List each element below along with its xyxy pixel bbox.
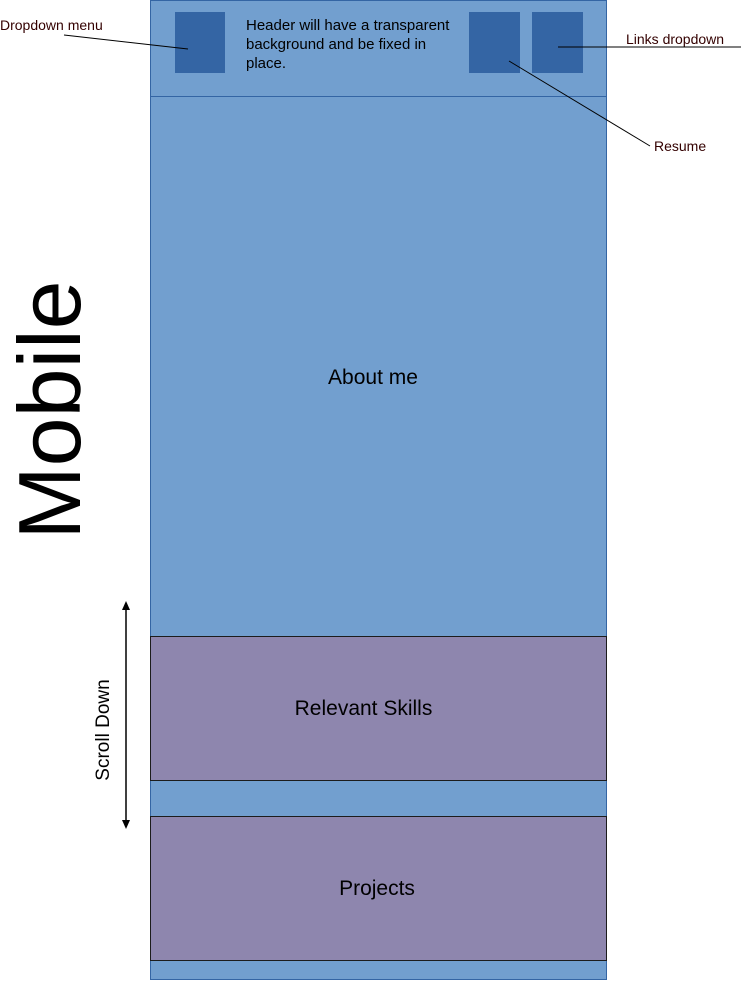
projects-section: Projects — [150, 816, 607, 961]
links-dropdown-placeholder — [532, 12, 583, 73]
header-note: Header will have a transparent backgroun… — [246, 17, 450, 72]
dropdown-menu-placeholder — [175, 12, 225, 73]
callout-links-dropdown: Links dropdown — [626, 31, 725, 47]
callout-line-dropdown — [63, 34, 189, 50]
header-bar — [150, 0, 607, 97]
projects-label: Projects — [339, 876, 415, 900]
about-me-label: About me — [328, 366, 418, 389]
callout-dropdown-menu: Dropdown menu — [0, 17, 103, 33]
callout-line-resume — [508, 60, 651, 147]
callout-resume: Resume — [654, 138, 707, 154]
relevant-skills-label: Relevant Skills — [294, 696, 433, 720]
relevant-skills-section: Relevant Skills — [150, 636, 607, 781]
